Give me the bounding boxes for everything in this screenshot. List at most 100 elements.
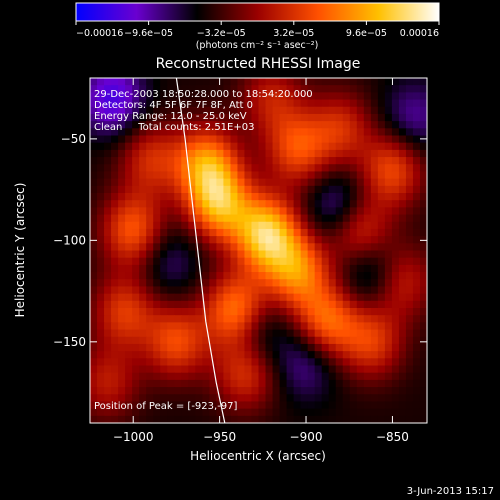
heatmap-cell (384, 401, 393, 410)
heatmap-cell (265, 178, 274, 187)
heatmap-cell (335, 372, 344, 381)
heatmap-cell (314, 113, 323, 122)
heatmap-cell (398, 128, 407, 137)
heatmap-cell (412, 264, 421, 273)
heatmap-cell (188, 113, 196, 122)
heatmap-cell (384, 372, 393, 381)
heatmap-cell (314, 207, 323, 216)
heatmap-cell (398, 135, 407, 144)
heatmap-cell (244, 106, 253, 115)
heatmap-cell (328, 279, 337, 288)
heatmap-cell (251, 351, 260, 359)
heatmap-cell (258, 121, 267, 129)
x-tick-label: −850 (376, 430, 409, 444)
heatmap-cell (230, 135, 239, 144)
heatmap-cell (370, 286, 379, 295)
heatmap-cell (321, 257, 330, 266)
heatmap-cell (300, 164, 309, 173)
heatmap-cell (223, 322, 232, 331)
heatmap-cell (167, 358, 175, 367)
heatmap-cell (405, 415, 414, 423)
heatmap-cell (363, 322, 372, 331)
heatmap-cell (258, 221, 267, 230)
heatmap-cell (398, 92, 407, 101)
colorbar-tick-label: 3.2e−05 (273, 28, 314, 39)
heatmap-cell (237, 250, 246, 259)
heatmap-cell (398, 394, 407, 403)
heatmap-cell (251, 243, 260, 252)
heatmap-cell (111, 185, 119, 194)
heatmap-cell (363, 200, 372, 208)
heatmap-cell (111, 236, 119, 244)
heatmap-cell (398, 99, 407, 108)
heatmap-cell (132, 185, 140, 194)
heatmap-cell (174, 157, 182, 165)
heatmap-cell (265, 228, 274, 237)
heatmap-cell (405, 243, 414, 252)
heatmap-cell (160, 300, 168, 309)
y-tick-label: −150 (53, 335, 86, 349)
heatmap-cell (230, 228, 239, 237)
heatmap-cell (272, 106, 281, 115)
heatmap-cell (104, 358, 112, 367)
heatmap-cell (251, 336, 260, 345)
heatmap-cell (160, 365, 168, 374)
heatmap-cell (391, 415, 400, 423)
heatmap-cell (90, 243, 98, 252)
heatmap-cell (174, 300, 182, 309)
heatmap-cell (286, 401, 295, 410)
heatmap-cell (132, 394, 140, 403)
heatmap-cell (160, 171, 168, 180)
heatmap-cell (111, 408, 119, 417)
heatmap-cell (209, 207, 217, 216)
heatmap-cell (251, 264, 260, 273)
heatmap-cell (90, 286, 98, 295)
heatmap-cell (104, 92, 112, 101)
heatmap-cell (265, 200, 274, 208)
heatmap-cell (209, 394, 217, 403)
heatmap-cell (97, 178, 105, 187)
heatmap-cell (237, 171, 246, 180)
heatmap-cell (104, 387, 112, 395)
heatmap-cell (195, 193, 203, 201)
heatmap-cell (132, 106, 140, 115)
heatmap-cell (111, 135, 119, 144)
heatmap-cell (139, 387, 147, 395)
heatmap-cell (230, 257, 239, 266)
heatmap-cell (118, 185, 126, 194)
heatmap-cell (118, 207, 126, 216)
heatmap-cell (188, 394, 196, 403)
heatmap-cell (335, 171, 344, 180)
heatmap-cell (195, 171, 203, 180)
heatmap-cell (328, 185, 337, 194)
heatmap-cell (251, 185, 260, 194)
heatmap-cell (307, 121, 316, 129)
heatmap-cell (97, 264, 105, 273)
heatmap-cell (307, 365, 316, 374)
heatmap-cell (146, 171, 154, 180)
heatmap-cell (97, 185, 105, 194)
heatmap-cell (293, 257, 302, 266)
heatmap-cell (335, 315, 344, 323)
heatmap-cell (279, 236, 288, 244)
heatmap-cell (335, 193, 344, 201)
heatmap-cell (160, 214, 168, 223)
heatmap-cell (104, 351, 112, 359)
heatmap-cell (146, 250, 154, 259)
heatmap-cell (174, 128, 182, 137)
heatmap-cell (342, 315, 351, 323)
heatmap-cell (258, 193, 267, 201)
heatmap-cell (328, 149, 337, 158)
heatmap-cell (279, 135, 288, 144)
heatmap-cell (307, 401, 316, 410)
heatmap-cell (314, 164, 323, 173)
heatmap-cell (202, 329, 210, 338)
heatmap-cell (300, 279, 309, 288)
heatmap-cell (132, 207, 140, 216)
heatmap-cell (160, 142, 168, 151)
heatmap-cell (272, 121, 281, 129)
heatmap-cell (342, 164, 351, 173)
heatmap-cell (167, 228, 175, 237)
heatmap-cell (314, 272, 323, 280)
heatmap-cell (335, 387, 344, 395)
